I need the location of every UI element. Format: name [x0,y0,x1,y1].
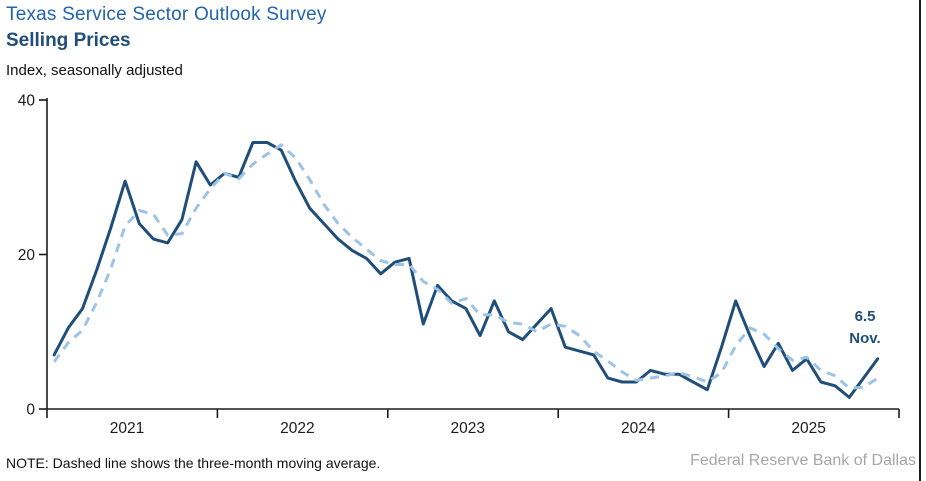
x-axis-year-label: 2023 [451,420,485,437]
source-attribution: Federal Reserve Bank of Dallas [690,452,916,469]
chart-title: Selling Prices [6,30,131,51]
y-axis-tick-label: 20 [18,247,36,264]
y-axis-tick-label: 40 [18,93,36,110]
x-axis-year-label: 2024 [621,420,656,437]
footnote: NOTE: Dashed line shows the three-month … [6,455,381,471]
axis-lines [46,98,899,410]
x-axis-year-label: 2021 [110,420,144,437]
title-block: Texas Service Sector Outlook Survey Sell… [6,4,327,52]
last-value-annotation: 6.5 Nov. [824,306,906,350]
index-line [52,141,880,399]
survey-title: Texas Service Sector Outlook Survey [6,4,327,25]
last-month-label: Nov. [849,330,881,347]
moving-average-line [52,143,879,390]
right-edge-border [919,0,921,481]
x-axis-year-label: 2022 [280,420,314,437]
x-axis-year-label: 2025 [791,420,825,437]
last-value-label: 6.5 [854,308,876,325]
y-axis-tick-label: 0 [26,402,35,419]
axis-units-label: Index, seasonally adjusted [6,62,183,79]
